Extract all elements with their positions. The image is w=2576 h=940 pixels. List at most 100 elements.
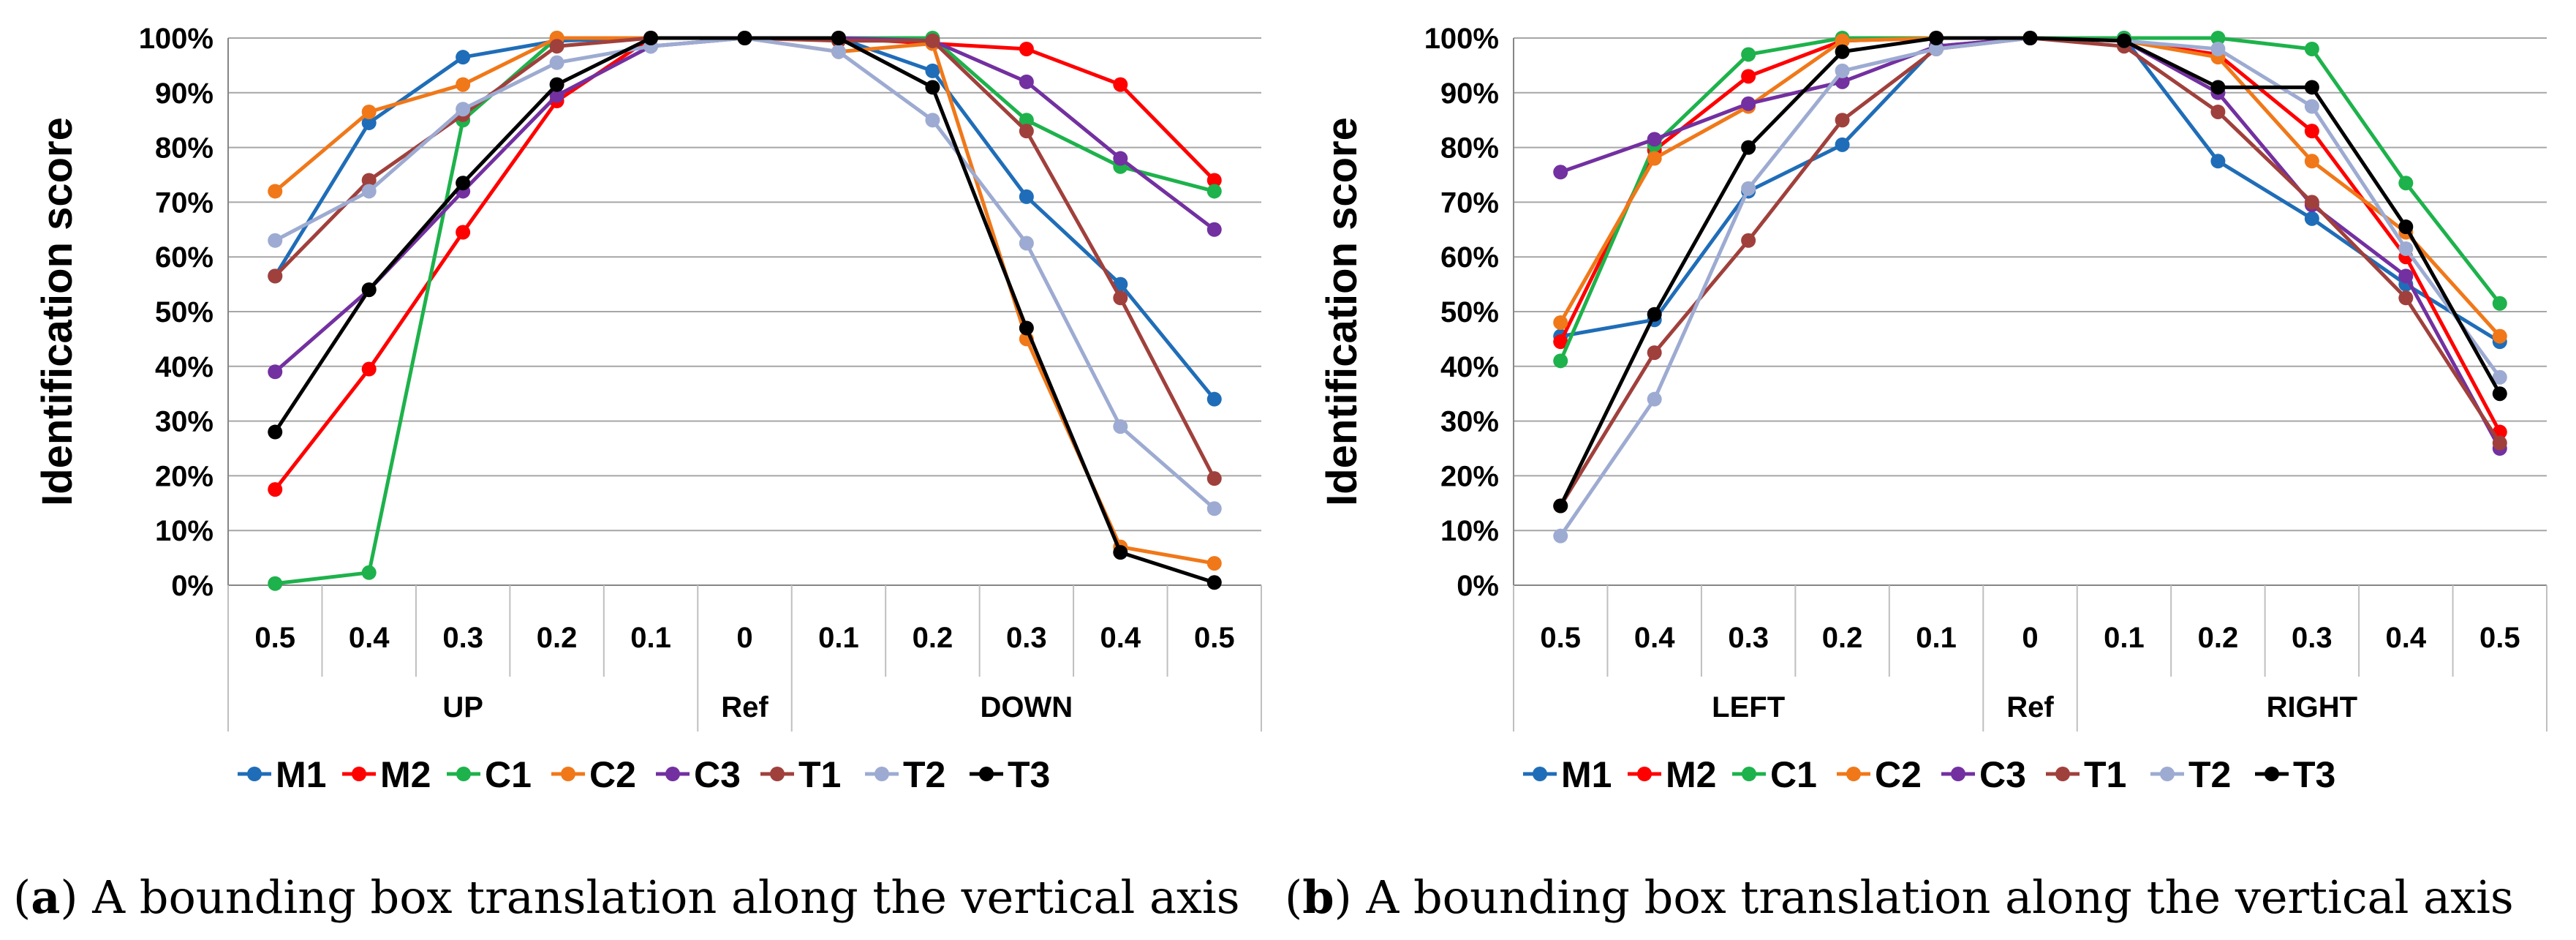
x-tick-label: 0.1 (630, 622, 671, 654)
y-tick-label: 100% (139, 23, 214, 55)
data-point-T2 (2210, 41, 2226, 56)
legend-label-C2: C2 (589, 754, 636, 795)
data-point-T2 (1553, 528, 1568, 544)
data-point-C2 (456, 77, 471, 92)
legend-marker-C3 (665, 767, 680, 781)
x-tick-label: 0.1 (818, 622, 859, 654)
legend-label-M1: M1 (276, 754, 326, 795)
group-label: Ref (2006, 691, 2054, 723)
data-point-C3 (549, 88, 564, 103)
series-line-C1 (1558, 36, 2501, 362)
y-tick-label: 80% (155, 132, 214, 165)
data-point-C1 (1019, 113, 1034, 128)
legend-label-T3: T3 (2293, 754, 2335, 795)
data-point-T1 (549, 39, 564, 54)
y-tick-label: 0% (171, 570, 214, 602)
x-tick-label: 0.5 (1194, 622, 1235, 654)
data-point-T3 (2398, 219, 2414, 235)
x-tick-label: 0 (2022, 622, 2038, 654)
data-point-T3 (456, 176, 471, 191)
x-tick-label: 0.4 (349, 622, 390, 654)
data-point-C1 (2492, 296, 2507, 311)
legend-label-T2: T2 (2188, 754, 2231, 795)
y-tick-label: 100% (1424, 23, 1499, 55)
y-tick-label: 10% (155, 515, 214, 547)
legend-label-M2: M2 (1666, 754, 1716, 795)
data-point-T3 (1929, 31, 1944, 45)
x-tick-label: 0.4 (1634, 622, 1675, 654)
data-point-M2 (1553, 334, 1568, 350)
data-point-C3 (1019, 74, 1034, 89)
data-point-T2 (925, 113, 940, 128)
data-point-T3 (2210, 80, 2226, 95)
legend-label-M2: M2 (380, 754, 431, 795)
x-tick-label: 0 (736, 622, 752, 654)
data-point-T1 (1647, 345, 1662, 361)
x-tick-label: 0.5 (254, 622, 295, 654)
data-point-C1 (2210, 31, 2226, 45)
caption-b: (b) A bounding box translation along the… (1285, 871, 2514, 924)
y-tick-label: 0% (1457, 570, 1499, 602)
x-tick-label: 0.1 (1916, 622, 1957, 654)
data-point-T1 (1206, 471, 1222, 486)
legend-label-T1: T1 (798, 754, 841, 795)
data-point-C1 (1206, 184, 1222, 199)
data-point-C3 (1113, 151, 1128, 166)
group-label: LEFT (1712, 691, 1785, 723)
data-point-T1 (1019, 124, 1034, 139)
data-point-T1 (2398, 290, 2414, 306)
data-point-M2 (456, 225, 471, 240)
data-point-M2 (361, 361, 377, 377)
caption-a-text: A bounding box translation along the ver… (91, 871, 1239, 924)
group-label: RIGHT (2267, 691, 2357, 723)
data-point-M1 (2210, 154, 2226, 169)
chart-panel-b: 0% 10% 20% 30% 40% 50% 60% 70% 80% 90% 100% 0.5 0.4 0… (1318, 23, 2547, 795)
x-tick-label: 0.4 (1100, 622, 1141, 654)
legend-label-C3: C3 (694, 754, 741, 795)
data-point-M2 (268, 482, 283, 497)
data-point-T3 (268, 424, 283, 440)
data-point-C3 (2398, 268, 2414, 284)
data-point-C1 (1741, 47, 1756, 62)
y-tick-label: 60% (155, 241, 214, 274)
legend-marker-T3 (2265, 767, 2279, 781)
data-point-M1 (2304, 211, 2319, 226)
legend-label-M1: M1 (1561, 754, 1612, 795)
y-tick-label: 60% (1440, 241, 1499, 274)
x-tick-label: 0.3 (442, 622, 483, 654)
data-point-T3 (737, 31, 752, 45)
data-point-T3 (549, 77, 564, 92)
legend-marker-T1 (2055, 767, 2070, 781)
data-point-C2 (1553, 315, 1568, 330)
y-tick-label: 10% (1440, 515, 1499, 547)
data-point-M1 (456, 50, 471, 65)
legend-label-T1: T1 (2084, 754, 2126, 795)
legend-marker-T2 (2160, 767, 2175, 781)
data-point-T3 (1835, 44, 1850, 59)
data-point-T2 (1741, 181, 1756, 196)
group-label: DOWN (981, 691, 1073, 723)
data-point-C2 (1206, 556, 1222, 571)
data-point-M2 (1741, 69, 1756, 84)
legend-label-C1: C1 (485, 754, 532, 795)
legend-marker-C1 (456, 767, 471, 781)
data-point-C2 (1647, 151, 1662, 166)
caption-a-letter: a (31, 871, 60, 924)
data-point-C2 (361, 104, 377, 119)
y-tick-label: 90% (155, 78, 214, 110)
legend-label-C1: C1 (1770, 754, 1817, 795)
data-point-T2 (1113, 419, 1128, 435)
data-point-T3 (1113, 545, 1128, 560)
data-point-T1 (2492, 435, 2507, 451)
data-point-T1 (361, 173, 377, 188)
x-tick-label: 0.1 (2104, 622, 2145, 654)
data-point-M1 (1019, 189, 1034, 204)
x-tick-label: 0.4 (2386, 622, 2427, 654)
data-point-M1 (1835, 137, 1850, 152)
y-tick-label: 20% (1440, 460, 1499, 492)
legend-label-T3: T3 (1008, 754, 1050, 795)
data-point-T1 (2210, 104, 2226, 119)
legend-marker-T3 (979, 767, 994, 781)
y-tick-label: 40% (1440, 351, 1499, 383)
data-point-T3 (1019, 320, 1034, 336)
